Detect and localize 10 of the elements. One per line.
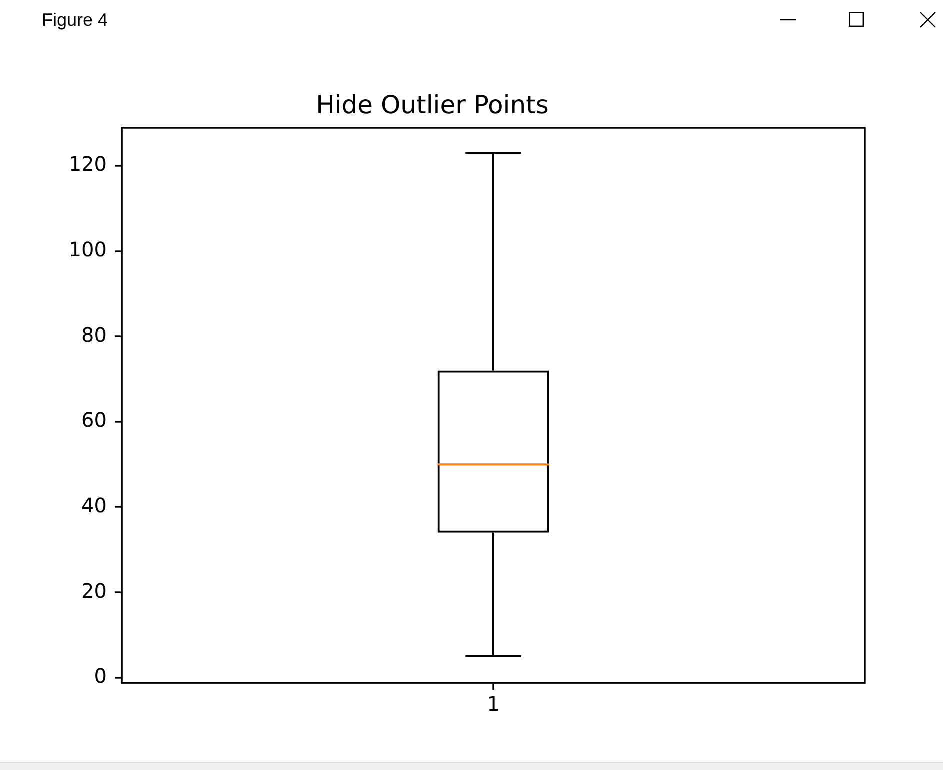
y-tick-label: 60 — [82, 408, 107, 432]
y-tick-label: 40 — [82, 493, 107, 518]
caption: Figure 4 — [42, 9, 108, 32]
x-tick-label: 1 — [487, 692, 500, 716]
y-tick-label: 100 — [68, 237, 107, 262]
chart-title: Hide Outlier Points — [316, 90, 549, 120]
y-tick-label: 120 — [68, 152, 107, 176]
y-tick-label: 0 — [94, 664, 107, 688]
y-tick-label: 80 — [82, 322, 107, 347]
y-tick-label: 20 — [82, 578, 107, 603]
